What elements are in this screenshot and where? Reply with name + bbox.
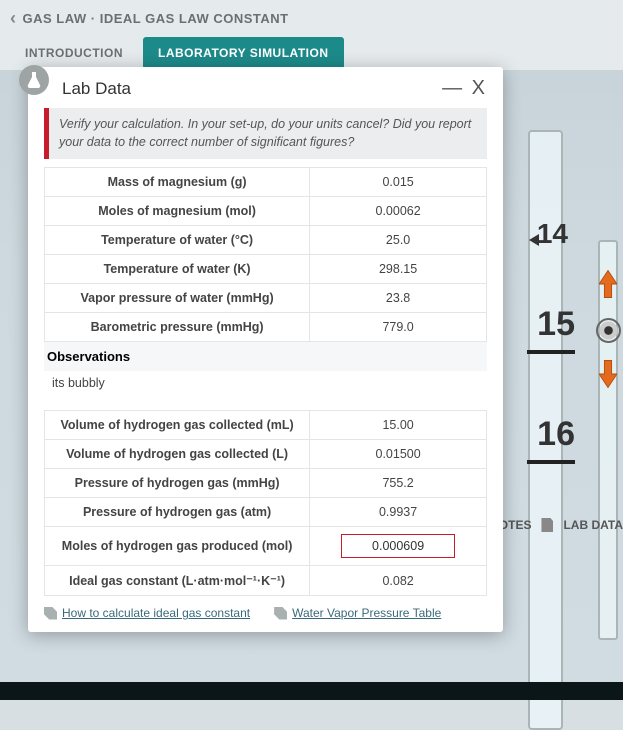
row-value[interactable]: 0.082: [310, 566, 487, 596]
table-row: Moles of hydrogen gas produced (mol)0.00…: [45, 527, 487, 566]
row-value-highlighted[interactable]: 0.000609: [310, 527, 487, 566]
row-label: Volume of hydrogen gas collected (mL): [45, 411, 310, 440]
observations-value[interactable]: its bubbly: [44, 371, 487, 410]
row-label: Barometric pressure (mmHg): [45, 313, 310, 342]
vapor-table-link[interactable]: Water Vapor Pressure Table: [274, 606, 441, 620]
data-table-1: Mass of magnesium (g)0.015 Moles of magn…: [44, 167, 487, 342]
row-value[interactable]: 23.8: [310, 284, 487, 313]
tab-laboratory-simulation[interactable]: LABORATORY SIMULATION: [143, 37, 344, 69]
table-row: Temperature of water (°C)25.0: [45, 226, 487, 255]
row-label: Mass of magnesium (g): [45, 168, 310, 197]
tab-introduction[interactable]: INTRODUCTION: [10, 37, 138, 69]
row-value[interactable]: 755.2: [310, 469, 487, 498]
table-row: Moles of magnesium (mol)0.00062: [45, 197, 487, 226]
lab-data-panel: Lab Data — X Verify your calculation. In…: [28, 67, 503, 632]
row-label: Ideal gas constant (L·atm·mol⁻¹·K⁻¹): [45, 566, 310, 596]
table-row: Vapor pressure of water (mmHg)23.8: [45, 284, 487, 313]
row-value[interactable]: 0.00062: [310, 197, 487, 226]
scale-line-15: [527, 350, 575, 354]
back-icon[interactable]: ‹: [10, 8, 17, 29]
hint-box: Verify your calculation. In your set-up,…: [44, 108, 487, 159]
row-label: Vapor pressure of water (mmHg): [45, 284, 310, 313]
flask-icon: [541, 518, 553, 532]
table-row: Barometric pressure (mmHg)779.0: [45, 313, 487, 342]
arrow-down-icon[interactable]: [599, 360, 617, 388]
scale-mark-14: 14: [537, 218, 568, 250]
row-value[interactable]: 0.9937: [310, 498, 487, 527]
row-value[interactable]: 298.15: [310, 255, 487, 284]
action-bar: NOTES LAB DATA: [490, 518, 623, 532]
howto-link[interactable]: How to calculate ideal gas constant: [44, 606, 250, 620]
arrow-up-icon[interactable]: [599, 270, 617, 298]
data-table-2: Volume of hydrogen gas collected (mL)15.…: [44, 410, 487, 596]
table-row: Pressure of hydrogen gas (mmHg)755.2: [45, 469, 487, 498]
scale-mark-15: 15: [537, 305, 575, 344]
table-row: Mass of magnesium (g)0.015: [45, 168, 487, 197]
table-row: Pressure of hydrogen gas (atm)0.9937: [45, 498, 487, 527]
page-header: ‹ GAS LAW · IDEAL GAS LAW CONSTANT: [0, 0, 623, 37]
labdata-button[interactable]: LAB DATA: [563, 518, 623, 532]
tag-icon: [44, 607, 57, 620]
scale-mark-16: 16: [537, 415, 575, 454]
table-row: Volume of hydrogen gas collected (mL)15.…: [45, 411, 487, 440]
table-row: Ideal gas constant (L·atm·mol⁻¹·K⁻¹)0.08…: [45, 566, 487, 596]
row-value[interactable]: 15.00: [310, 411, 487, 440]
side-tube: [598, 240, 618, 640]
row-label: Moles of magnesium (mol): [45, 197, 310, 226]
row-value[interactable]: 25.0: [310, 226, 487, 255]
table-row: Volume of hydrogen gas collected (L)0.01…: [45, 440, 487, 469]
panel-title: Lab Data: [62, 79, 131, 99]
scale-line-16: [527, 460, 575, 464]
help-links: How to calculate ideal gas constant Wate…: [44, 606, 487, 620]
tag-icon: [274, 607, 287, 620]
flask-badge-icon: [19, 65, 49, 95]
row-label: Moles of hydrogen gas produced (mol): [45, 527, 310, 566]
row-label: Temperature of water (K): [45, 255, 310, 284]
observations-label: Observations: [44, 342, 487, 371]
row-label: Pressure of hydrogen gas (atm): [45, 498, 310, 527]
eye-icon[interactable]: [596, 318, 621, 343]
row-label: Temperature of water (°C): [45, 226, 310, 255]
table-row: Temperature of water (K)298.15: [45, 255, 487, 284]
row-label: Pressure of hydrogen gas (mmHg): [45, 469, 310, 498]
row-label: Volume of hydrogen gas collected (L): [45, 440, 310, 469]
header-title: GAS LAW · IDEAL GAS LAW CONSTANT: [23, 11, 289, 26]
row-value[interactable]: 779.0: [310, 313, 487, 342]
row-value[interactable]: 0.01500: [310, 440, 487, 469]
footer-strip: [0, 682, 623, 700]
row-value[interactable]: 0.015: [310, 168, 487, 197]
close-button[interactable]: — X: [442, 77, 487, 100]
